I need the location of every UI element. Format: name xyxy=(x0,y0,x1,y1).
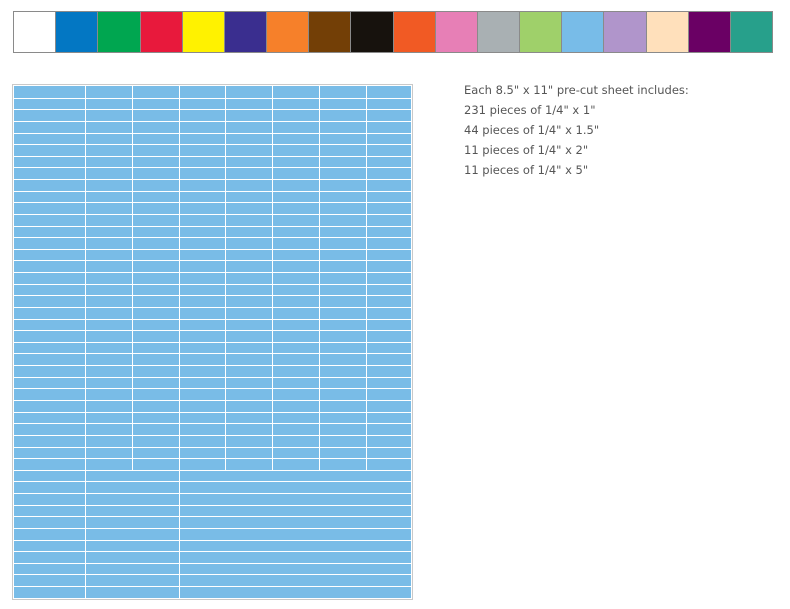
swatch-brown xyxy=(309,12,352,52)
swatch-indigo xyxy=(224,12,268,52)
swatch-white xyxy=(14,12,57,52)
spec-line-1x1: 231 pieces of 1/4" x 1" xyxy=(464,103,596,117)
specs-heading: Each 8.5" x 11" pre-cut sheet includes: xyxy=(464,83,689,97)
spec-line-1x5: 11 pieces of 1/4" x 5" xyxy=(464,163,589,177)
swatch-red-orange xyxy=(393,12,436,52)
swatch-orange xyxy=(267,12,310,52)
spec-line-1x1-5: 44 pieces of 1/4" x 1.5" xyxy=(464,123,600,137)
swatch-lavender xyxy=(604,12,647,52)
swatch-gray xyxy=(477,12,521,52)
swatch-green xyxy=(98,12,141,52)
swatch-pink xyxy=(435,12,478,52)
swatch-yellow xyxy=(182,12,225,52)
swatch-light-blue xyxy=(562,12,605,52)
pre-cut-label-sheet xyxy=(12,84,413,600)
swatch-peach xyxy=(646,12,689,52)
swatch-blue xyxy=(56,12,99,52)
swatch-light-green xyxy=(520,12,563,52)
swatch-red xyxy=(140,12,183,52)
spec-line-1x2: 11 pieces of 1/4" x 2" xyxy=(464,143,589,157)
sheet-specifications: Each 8.5" x 11" pre-cut sheet includes: … xyxy=(464,80,774,180)
label-sheet-graphic xyxy=(14,86,411,598)
swatch-teal xyxy=(730,12,773,52)
swatch-black xyxy=(351,12,394,52)
color-swatch-bar xyxy=(13,11,773,53)
swatch-purple xyxy=(688,12,731,52)
